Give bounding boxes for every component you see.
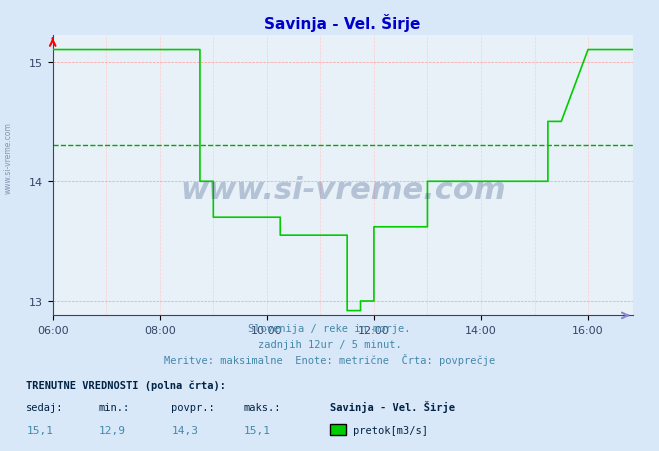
Text: 15,1: 15,1 [244, 425, 271, 435]
Text: min.:: min.: [99, 402, 130, 412]
Title: Savinja - Vel. Širje: Savinja - Vel. Širje [264, 14, 421, 32]
Text: zadnjih 12ur / 5 minut.: zadnjih 12ur / 5 minut. [258, 339, 401, 349]
Text: 12,9: 12,9 [99, 425, 126, 435]
Text: povpr.:: povpr.: [171, 402, 215, 412]
Text: 14,3: 14,3 [171, 425, 198, 435]
Text: TRENUTNE VREDNOSTI (polna črta):: TRENUTNE VREDNOSTI (polna črta): [26, 379, 226, 390]
Text: www.si-vreme.com: www.si-vreme.com [3, 122, 13, 194]
Text: Slovenija / reke in morje.: Slovenija / reke in morje. [248, 323, 411, 333]
Text: sedaj:: sedaj: [26, 402, 64, 412]
Text: pretok[m3/s]: pretok[m3/s] [353, 425, 428, 435]
Text: Savinja - Vel. Širje: Savinja - Vel. Širje [330, 400, 455, 412]
Text: 15,1: 15,1 [26, 425, 53, 435]
Text: www.si-vreme.com: www.si-vreme.com [180, 175, 505, 204]
Text: maks.:: maks.: [244, 402, 281, 412]
Text: Meritve: maksimalne  Enote: metrične  Črta: povprečje: Meritve: maksimalne Enote: metrične Črta… [164, 353, 495, 365]
